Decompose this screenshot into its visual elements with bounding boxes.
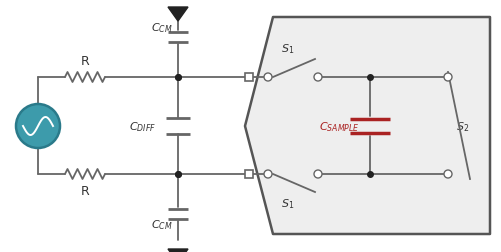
Bar (245, 74, 253, 82)
Polygon shape (168, 8, 188, 22)
Text: $S_1$: $S_1$ (282, 42, 295, 56)
Text: $C_{DIFF}$: $C_{DIFF}$ (129, 120, 156, 133)
Polygon shape (245, 18, 490, 234)
Circle shape (314, 170, 322, 178)
Circle shape (444, 170, 452, 178)
Circle shape (264, 170, 272, 178)
Text: R: R (81, 55, 89, 68)
Text: R: R (81, 184, 89, 197)
Text: $C_{CM}$: $C_{CM}$ (151, 217, 173, 231)
Polygon shape (168, 249, 188, 252)
Circle shape (264, 74, 272, 82)
Circle shape (314, 74, 322, 82)
Circle shape (16, 105, 60, 148)
Text: $C_{SAMPLE}$: $C_{SAMPLE}$ (319, 120, 360, 133)
Bar (245, 170, 253, 178)
Text: $S_2$: $S_2$ (456, 120, 469, 133)
Circle shape (444, 74, 452, 82)
Text: $C_{CM}$: $C_{CM}$ (151, 21, 173, 35)
Text: $S_1$: $S_1$ (282, 196, 295, 210)
